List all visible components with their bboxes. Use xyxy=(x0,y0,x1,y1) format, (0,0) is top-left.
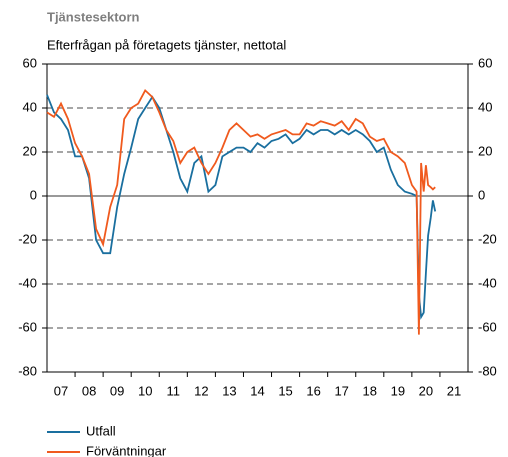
y-tick-label: -80 xyxy=(18,363,37,378)
x-tick-label: 19 xyxy=(391,383,405,398)
y2-tick-label: -60 xyxy=(478,319,497,334)
chart-title: Tjänstesektorn xyxy=(47,9,140,24)
x-tick-label: 08 xyxy=(82,383,96,398)
y-tick-label: -40 xyxy=(18,275,37,290)
x-tick-label: 15 xyxy=(278,383,292,398)
x-tick-label: 18 xyxy=(363,383,377,398)
x-tick-label: 10 xyxy=(138,383,152,398)
x-tick-label: 17 xyxy=(334,383,348,398)
y-tick-label: 60 xyxy=(23,55,37,70)
x-tick-label: 13 xyxy=(222,383,236,398)
x-tick-label: 20 xyxy=(419,383,433,398)
series-line xyxy=(46,94,437,320)
x-tick-label: 09 xyxy=(110,383,124,398)
y-tick-label: -60 xyxy=(18,319,37,334)
y2-tick-label: 60 xyxy=(478,55,492,70)
x-tick-label: 12 xyxy=(194,383,208,398)
y-tick-label: 20 xyxy=(23,143,37,158)
legend-label: Utfall xyxy=(86,423,116,438)
y2-tick-label: 20 xyxy=(478,143,492,158)
y-tick-label: -20 xyxy=(18,231,37,246)
y-tick-label: 40 xyxy=(23,99,37,114)
y2-tick-label: 40 xyxy=(478,99,492,114)
y2-tick-label: -40 xyxy=(478,275,497,290)
x-tick-label: 16 xyxy=(306,383,320,398)
y2-tick-label: -80 xyxy=(478,363,497,378)
chart-subtitle: Efterfrågan på företagets tjänster, nett… xyxy=(47,37,286,52)
x-tick-label: 21 xyxy=(447,383,461,398)
y2-tick-label: 0 xyxy=(478,187,485,202)
y2-tick-label: -20 xyxy=(478,231,497,246)
legend-label: Förväntningar xyxy=(86,443,167,457)
plot-frame xyxy=(46,63,469,373)
x-tick-label: 07 xyxy=(54,383,68,398)
series-line xyxy=(46,88,436,335)
x-tick-label: 14 xyxy=(250,383,264,398)
y-tick-label: 0 xyxy=(30,187,37,202)
x-tick-label: 11 xyxy=(167,383,181,398)
